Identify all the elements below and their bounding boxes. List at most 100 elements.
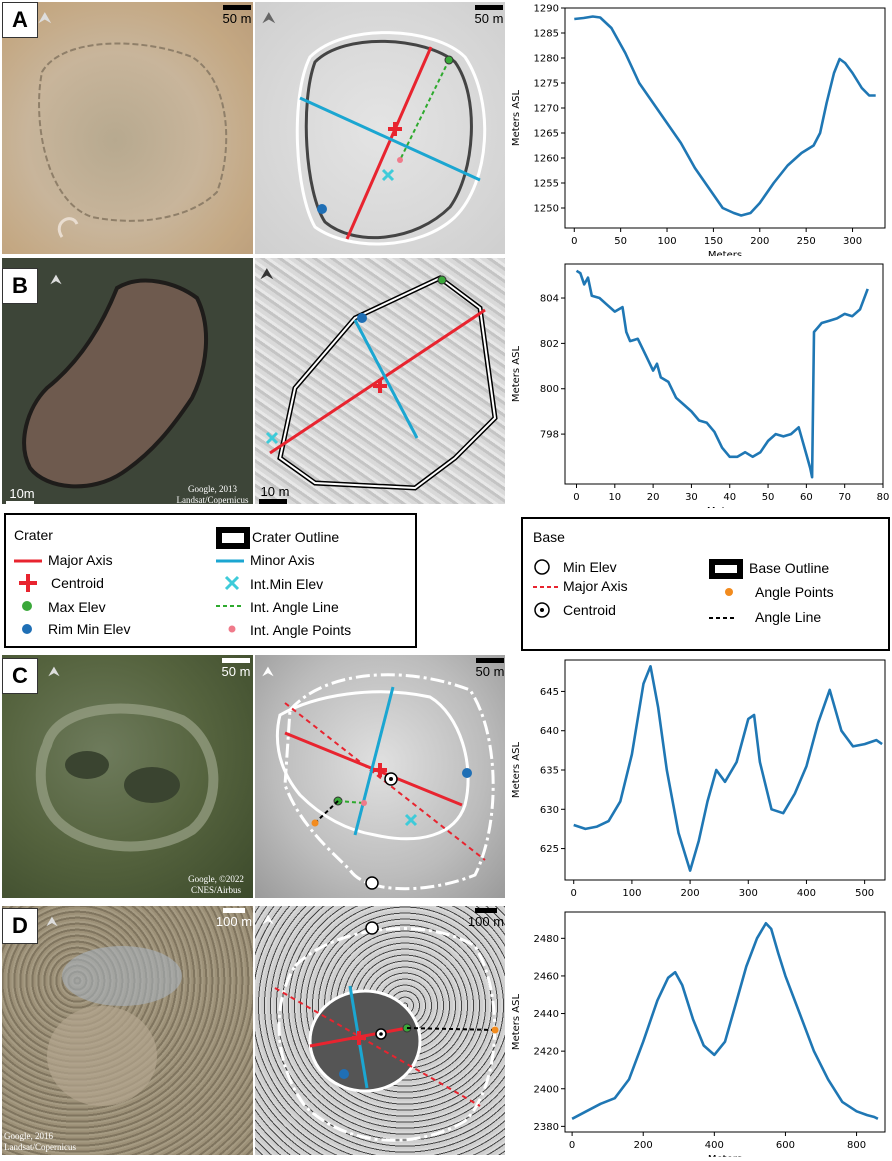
y-tick-label: 630 — [540, 805, 559, 816]
scale-label: 10 m — [260, 484, 290, 499]
plot-frame — [564, 7, 886, 229]
y-tick-label: 1290 — [534, 4, 559, 15]
legend-item: Centroid — [563, 602, 616, 618]
rim-min-elev-icon — [22, 624, 32, 634]
y-axis-label: Meters ASL — [511, 90, 522, 147]
int-min-elev-icon — [224, 575, 240, 591]
panel-c-satellite-image — [2, 655, 253, 898]
y-tick-label: 802 — [540, 339, 559, 350]
north-arrow-icon: ⮝ — [48, 664, 60, 680]
scale-bar: 50 m — [220, 658, 252, 679]
series-line — [575, 269, 869, 479]
x-tick-label: 40 — [723, 492, 736, 503]
min-elev-icon — [534, 559, 550, 575]
plot-frame — [564, 263, 884, 485]
north-arrow-icon: ⮝ — [262, 664, 274, 680]
chart-b: 0 10 20 30 40 50 60 70 80 798 800 802 804 Meters Meter… — [505, 256, 892, 517]
panel-a-hillshade-image — [255, 2, 505, 254]
x-tick-label: 0 — [573, 492, 579, 503]
y-tick-label: 1280 — [534, 54, 559, 65]
image-credit: Google, ©2022 CNES/Airbus — [188, 874, 244, 895]
y-tick-label: 2480 — [534, 934, 559, 945]
x-tick-label: 200 — [750, 236, 769, 247]
y-tick-label: 645 — [540, 687, 559, 698]
x-tick-label: 0 — [569, 1140, 575, 1151]
scale-label: 50 m — [474, 11, 504, 26]
chart-a: 0 50 100 150 200 250 300 1250 1255 1260 1265 1270 12… — [505, 0, 892, 261]
scale-label: 50 m — [475, 664, 505, 679]
int-angle-points-icon — [228, 625, 236, 633]
panel-d-hillshade-image — [255, 906, 505, 1155]
x-tick-label: 600 — [776, 1140, 795, 1151]
legend-item: Int. Angle Line — [250, 599, 339, 615]
x-tick-label: 0 — [571, 888, 577, 899]
scale-bar: 100 m — [466, 908, 506, 929]
legend-item: Centroid — [51, 575, 104, 591]
panel-b-hillshade-image — [255, 258, 505, 504]
base-centroid-icon — [534, 602, 550, 618]
x-tick-label: 400 — [705, 1140, 724, 1151]
y-tick-label: 1260 — [534, 154, 559, 165]
panel-label: A — [2, 2, 38, 38]
x-tick-label: 200 — [681, 888, 700, 899]
scale-bar: 50 m — [222, 5, 252, 26]
y-axis-label: Meters ASL — [511, 742, 522, 799]
y-tick-label: 2400 — [534, 1084, 559, 1095]
legend-item: Major Axis — [48, 552, 113, 568]
legend-item: Major Axis — [563, 578, 628, 594]
y-tick-label: 1265 — [534, 129, 559, 140]
y-tick-label: 1255 — [534, 179, 559, 190]
legend-item: Max Elev — [48, 599, 106, 615]
panel-b-overlay — [265, 275, 498, 491]
base-major-axis-icon — [533, 586, 561, 588]
chart-c: 0100200300400500625630635640645MetersMet… — [505, 652, 892, 913]
y-axis-label: Meters ASL — [511, 994, 522, 1051]
panel-a-overlay — [295, 31, 487, 246]
y-tick-label: 2380 — [534, 1122, 559, 1133]
x-tick-label: 500 — [855, 888, 874, 899]
panel-d-satellite-image — [2, 906, 253, 1155]
y-tick-label: 625 — [540, 844, 559, 855]
major-axis-icon — [14, 559, 42, 563]
y-tick-label: 640 — [540, 726, 559, 737]
north-arrow-icon: ⮝ — [260, 264, 274, 283]
scale-label: 100 m — [467, 914, 505, 929]
panel-label: D — [2, 908, 38, 944]
legend-title: Base — [533, 529, 565, 545]
x-axis-label: Meters — [708, 250, 742, 256]
panel-b-satellite-image — [2, 258, 253, 504]
scale-bar: 10m — [6, 486, 38, 506]
x-tick-label: 200 — [634, 1140, 653, 1151]
x-tick-label: 400 — [797, 888, 816, 899]
x-tick-label: 100 — [657, 236, 676, 247]
x-tick-label: 10 — [608, 492, 621, 503]
y-tick-label: 804 — [540, 294, 559, 305]
north-arrow-icon: ⮝ — [46, 914, 58, 930]
x-tick-label: 100 — [622, 888, 641, 899]
y-axis-label: Meters ASL — [511, 346, 522, 403]
x-tick-label: 30 — [685, 492, 698, 503]
x-tick-label: 300 — [843, 236, 862, 247]
panel-d-crater-shape — [47, 946, 182, 1106]
legend-item: Angle Points — [755, 584, 834, 600]
image-credit: Google, 2013 Landsat/Copernicus — [176, 484, 249, 505]
series-line — [573, 665, 883, 872]
north-arrow-icon: ⮝ — [262, 8, 276, 27]
x-tick-label: 800 — [847, 1140, 866, 1151]
panel-a-crater-rim — [38, 42, 228, 238]
y-tick-label: 798 — [540, 430, 559, 441]
chart-d: 0 200 400 600 800 2380 2400 2420 2440 2460 2480 Met… — [505, 904, 892, 1161]
legend-title: Crater — [14, 527, 53, 543]
minor-axis-icon — [216, 559, 244, 563]
scale-bar: 10 m — [259, 484, 291, 504]
x-tick-label: 150 — [704, 236, 723, 247]
scale-bar: 50 m — [474, 658, 506, 679]
max-elev-icon — [22, 601, 32, 611]
y-tick-label: 800 — [540, 384, 559, 395]
x-tick-label: 70 — [838, 492, 851, 503]
x-tick-label: 250 — [797, 236, 816, 247]
series-line — [574, 15, 876, 217]
x-tick-label: 50 — [614, 236, 627, 247]
legend-crater: Crater Major Axis Centroid Max Elev Rim … — [4, 513, 417, 648]
panel-d-overlay — [274, 921, 499, 1142]
